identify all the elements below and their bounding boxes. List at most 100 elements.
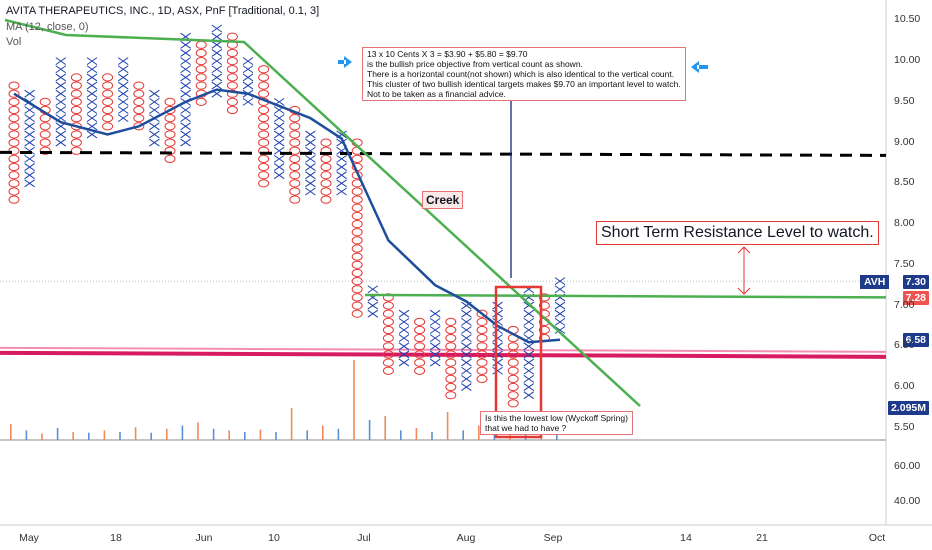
o-box bbox=[289, 162, 301, 172]
x-box bbox=[461, 383, 472, 391]
x-box bbox=[180, 73, 191, 82]
o-box bbox=[320, 195, 332, 204]
volume-bar bbox=[368, 420, 371, 440]
x-box bbox=[149, 138, 160, 147]
o-box bbox=[351, 236, 363, 245]
x-box bbox=[211, 73, 223, 82]
o-box bbox=[320, 179, 332, 188]
o-box bbox=[39, 114, 51, 123]
x-box bbox=[273, 154, 285, 163]
volume-bar bbox=[212, 428, 215, 440]
o-box bbox=[507, 382, 519, 392]
o-box bbox=[507, 399, 519, 408]
o-box bbox=[445, 350, 457, 359]
o-box bbox=[289, 130, 301, 139]
o-box bbox=[445, 366, 457, 375]
o-box bbox=[289, 146, 301, 155]
x-box bbox=[523, 309, 535, 318]
resistance-arrow-heads bbox=[737, 246, 751, 295]
o-box bbox=[289, 195, 301, 204]
x-box bbox=[461, 374, 472, 383]
o-box bbox=[70, 122, 82, 131]
x-tick-label: Aug bbox=[456, 532, 476, 544]
x-box bbox=[242, 97, 254, 106]
x-box bbox=[242, 57, 254, 66]
x-box bbox=[305, 187, 316, 196]
x-box bbox=[461, 342, 472, 351]
o-box bbox=[8, 81, 20, 90]
o-box bbox=[414, 342, 426, 351]
x-box bbox=[429, 309, 441, 318]
y-tick-label: 9.00 bbox=[894, 135, 915, 148]
x-box bbox=[429, 350, 441, 359]
x-box bbox=[492, 309, 503, 318]
o-box bbox=[538, 301, 550, 310]
o-box bbox=[70, 138, 82, 147]
o-box bbox=[351, 244, 363, 253]
o-box bbox=[226, 32, 238, 41]
o-box bbox=[133, 97, 145, 106]
o-box bbox=[351, 268, 363, 278]
o-box bbox=[476, 350, 488, 359]
y-tick-label: 8.00 bbox=[894, 217, 915, 230]
resistance-price-tag: 7.28 bbox=[902, 291, 929, 305]
o-box bbox=[414, 334, 426, 343]
o-box bbox=[476, 374, 488, 383]
o-box bbox=[320, 171, 332, 180]
x-box bbox=[336, 163, 347, 171]
o-box bbox=[258, 114, 270, 123]
x-box bbox=[336, 179, 347, 188]
wyckoff-spring-note: Is this the lowest low (Wyckoff Spring) … bbox=[480, 411, 633, 435]
x-box bbox=[523, 350, 535, 359]
x-box bbox=[86, 65, 98, 74]
o-box bbox=[445, 334, 457, 343]
o-box bbox=[476, 366, 488, 375]
volume-bar bbox=[524, 430, 527, 440]
price-objective-note: 13 x 10 Cents X 3 = $3.90 + $5.80 = $9.7… bbox=[362, 47, 686, 101]
x-box bbox=[273, 130, 285, 139]
o-box bbox=[351, 211, 363, 221]
o-box bbox=[258, 65, 270, 74]
o-box bbox=[195, 65, 207, 74]
x-box bbox=[367, 301, 379, 310]
o-box bbox=[226, 48, 238, 58]
volume-bar bbox=[134, 427, 137, 440]
o-box bbox=[70, 146, 82, 155]
volume-bars bbox=[10, 360, 558, 440]
o-box bbox=[226, 105, 238, 115]
volume-bar bbox=[322, 425, 324, 440]
x-box bbox=[211, 49, 223, 57]
x-box bbox=[24, 163, 35, 171]
o-box bbox=[351, 277, 363, 286]
o-box bbox=[258, 154, 270, 163]
x-box bbox=[492, 342, 503, 351]
x-box bbox=[55, 89, 67, 98]
x-box bbox=[461, 326, 472, 334]
volume-bar bbox=[446, 412, 449, 440]
o-box bbox=[445, 374, 457, 383]
volume-bar bbox=[275, 432, 277, 440]
x-box bbox=[180, 114, 191, 123]
o-box bbox=[476, 358, 488, 367]
o-box bbox=[382, 342, 394, 351]
o-box bbox=[258, 171, 270, 180]
volume-tick-label: 40.00 bbox=[894, 495, 921, 507]
volume-bar bbox=[10, 424, 12, 440]
o-box bbox=[102, 73, 114, 82]
x-box bbox=[180, 106, 191, 114]
support-line bbox=[0, 350, 887, 359]
o-box bbox=[382, 309, 394, 318]
x-box bbox=[24, 179, 35, 188]
o-box bbox=[8, 97, 20, 106]
x-box bbox=[273, 122, 285, 131]
x-box bbox=[24, 171, 35, 180]
volume-bar bbox=[337, 428, 340, 440]
x-box bbox=[554, 309, 566, 318]
x-box bbox=[149, 130, 160, 139]
x-box bbox=[55, 130, 67, 139]
x-tick-label: 10 bbox=[268, 532, 280, 544]
x-box bbox=[398, 350, 410, 359]
volume-bar bbox=[353, 360, 355, 440]
o-box bbox=[195, 48, 207, 58]
